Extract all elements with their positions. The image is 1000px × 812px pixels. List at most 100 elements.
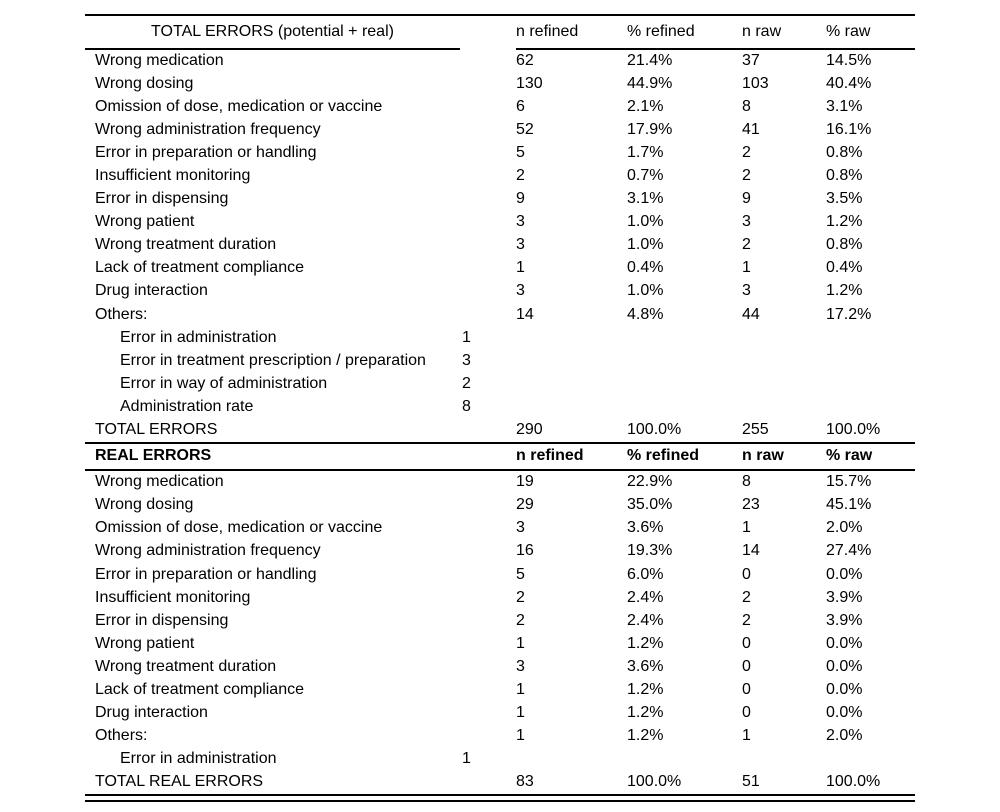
row-label: Others: — [95, 727, 148, 745]
cell-pct-raw: 2.0% — [826, 727, 863, 745]
cell-n-refined: 19 — [516, 473, 534, 491]
cell-n-refined: 16 — [516, 542, 534, 560]
cell-pct-refined: 4.8% — [627, 305, 664, 323]
cell-pct-raw: 17.2% — [826, 305, 872, 323]
table-row: Wrong patient 1 1.2% 0 0.0% — [85, 632, 915, 655]
cell-n-raw: 41 — [742, 120, 760, 138]
table-subrow: Error in way of administration 2 — [85, 372, 915, 395]
cell-pct-raw: 3.1% — [826, 97, 863, 115]
cell-n-refined: 29 — [516, 496, 534, 514]
table-row: Omission of dose, medication or vaccine 6… — [85, 95, 915, 118]
table-row: Wrong medication 19 22.9% 8 15.7% — [85, 471, 915, 494]
row-label: TOTAL REAL ERRORS — [95, 773, 264, 791]
cell-pct-raw: 3.9% — [826, 611, 863, 629]
table-row: Wrong patient 3 1.0% 3 1.2% — [85, 211, 915, 234]
row-label: Lack of treatment compliance — [95, 259, 304, 277]
row-label: Wrong administration frequency — [95, 120, 321, 138]
cell-pct-raw: 3.9% — [826, 588, 863, 606]
row-label: Drug interaction — [95, 282, 208, 300]
table-subrow: Error in treatment prescription / prepar… — [85, 349, 915, 372]
cell-n-refined: 9 — [516, 190, 525, 208]
row-label: Error in preparation or handling — [95, 143, 317, 161]
cell-pct-refined: 2.4% — [627, 611, 664, 629]
cell-n-refined: 3 — [516, 657, 525, 675]
row-label: Wrong patient — [95, 213, 195, 231]
row-label: Wrong medication — [95, 473, 224, 491]
cell-n-refined: 1 — [516, 680, 525, 698]
cell-pct-refined: 0.4% — [627, 259, 664, 277]
cell-pct-raw: 0.8% — [826, 167, 863, 185]
cell-n-refined: 1 — [516, 259, 525, 277]
row-label: Wrong medication — [95, 51, 224, 69]
cell-pct-raw: 27.4% — [826, 542, 872, 560]
cell-n-raw: 1 — [742, 259, 751, 277]
table-subrow: Error in administration 1 — [85, 326, 915, 349]
cell-pct-refined: 6.0% — [627, 565, 664, 583]
row-label: Administration rate — [120, 397, 254, 415]
row-label: Drug interaction — [95, 704, 208, 722]
cell-pct-raw: 16.1% — [826, 120, 872, 138]
cell-n-raw: 3 — [742, 282, 751, 300]
cell-pct-raw: 0.0% — [826, 704, 863, 722]
cell-pct-raw: 45.1% — [826, 496, 872, 514]
column-header-nraw: n raw — [742, 15, 826, 50]
cell-n-raw: 0 — [742, 657, 751, 675]
row-label: Error in administration — [120, 328, 277, 346]
row-label: Omission of dose, medication or vaccine — [95, 97, 383, 115]
cell-n-refined: 5 — [516, 143, 525, 161]
cell-pct-refined: 1.2% — [627, 727, 664, 745]
cell-n-refined: 3 — [516, 236, 525, 254]
table-row: Error in dispensing 9 3.1% 9 3.5% — [85, 188, 915, 211]
cell-n-raw: 8 — [742, 473, 751, 491]
cell-pct-refined: 44.9% — [627, 74, 673, 92]
table-row: Error in preparation or handling 5 6.0% 0 0.… — [85, 563, 915, 586]
cell-n-raw: 2 — [742, 588, 751, 606]
cell-pct-refined: 1.2% — [627, 634, 664, 652]
cell-pct-raw: 2.0% — [826, 519, 863, 537]
subcount-cell: 1 — [462, 328, 471, 346]
cell-n-raw: 51 — [742, 773, 760, 791]
row-label: Wrong administration frequency — [95, 542, 321, 560]
cell-pct-refined: 1.2% — [627, 704, 664, 722]
table-row: Lack of treatment compliance 1 0.4% 1 0.4% — [85, 257, 915, 280]
cell-n-refined: 83 — [516, 773, 534, 791]
cell-pct-refined: 100.0% — [627, 421, 682, 439]
cell-pct-raw: 0.0% — [826, 565, 863, 583]
cell-n-raw: 0 — [742, 680, 751, 698]
cell-pct-raw: 1.2% — [826, 282, 863, 300]
column-header-nrefined: n refined — [516, 447, 584, 465]
cell-n-raw: 9 — [742, 190, 751, 208]
cell-n-refined: 3 — [516, 519, 525, 537]
table-row: Others: 1 1.2% 1 2.0% — [85, 725, 915, 748]
table-row: TOTAL REAL ERRORS 83 100.0% 51 100.0% — [85, 771, 915, 794]
cell-n-refined: 5 — [516, 565, 525, 583]
row-label: Omission of dose, medication or vaccine — [95, 519, 383, 537]
table-row: Wrong treatment duration 3 3.6% 0 0.0% — [85, 655, 915, 678]
cell-pct-raw: 0.8% — [826, 236, 863, 254]
cell-n-refined: 1 — [516, 634, 525, 652]
cell-pct-raw: 0.8% — [826, 143, 863, 161]
subcount-cell: 1 — [462, 750, 471, 768]
subcount-header — [460, 16, 516, 49]
row-label: Error in administration — [120, 750, 277, 768]
row-label: Others: — [95, 305, 148, 323]
row-label: Lack of treatment compliance — [95, 680, 304, 698]
table-subrow: Administration rate 8 — [85, 395, 915, 418]
cell-pct-refined: 1.7% — [627, 143, 664, 161]
cell-n-refined: 1 — [516, 704, 525, 722]
table-row: Error in dispensing 2 2.4% 2 3.9% — [85, 609, 915, 632]
row-label: Error in preparation or handling — [95, 565, 317, 583]
column-header-nrefined: n refined — [516, 15, 627, 50]
cell-pct-refined: 21.4% — [627, 51, 673, 69]
cell-n-raw: 0 — [742, 634, 751, 652]
cell-n-refined: 2 — [516, 167, 525, 185]
cell-n-refined: 62 — [516, 51, 534, 69]
cell-pct-refined: 3.6% — [627, 657, 664, 675]
cell-n-raw: 2 — [742, 611, 751, 629]
table-subrow: Error in administration 1 — [85, 748, 915, 771]
cell-n-raw: 2 — [742, 167, 751, 185]
cell-n-refined: 2 — [516, 588, 525, 606]
cell-pct-raw: 0.0% — [826, 634, 863, 652]
cell-n-refined: 290 — [516, 421, 543, 439]
